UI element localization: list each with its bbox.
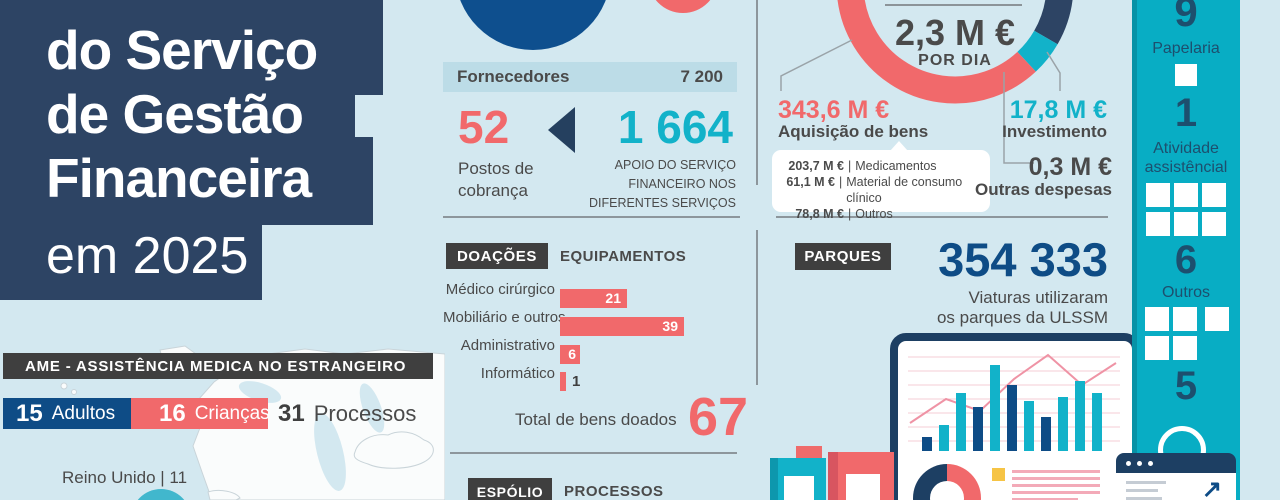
title-year: em 2025 <box>46 227 249 285</box>
sidebar-atividade-value: 6 <box>1174 238 1198 282</box>
breakdown-value: 78,8 M € <box>795 207 844 221</box>
sidebar-top-value: 9 <box>1174 0 1198 35</box>
donation-bar: 21 <box>560 289 627 308</box>
donut-center-label: POR DIA <box>918 52 992 69</box>
acquisition-breakdown-box: 203,7 M € | Medicamentos 61,1 M € | Mate… <box>772 141 990 221</box>
donut-center-value: 2,3 M € <box>894 12 1016 53</box>
other-expenses-value: 0,3 M € <box>1028 153 1112 181</box>
divider <box>443 216 740 218</box>
donation-row-label: Mobiliário e outros <box>443 309 566 326</box>
outros-pictogram <box>1132 307 1240 360</box>
postos-value: 52 <box>458 101 510 153</box>
fornecedores-band: Fornecedores 7 200 <box>443 62 737 92</box>
processos-heading: PROCESSOS <box>564 483 664 500</box>
parques-tag: PARQUES <box>795 243 891 270</box>
donation-bar-value: 1 <box>572 373 581 390</box>
ame-processes-label: Processos <box>313 400 417 426</box>
breakdown-separator: | <box>848 207 852 221</box>
ame-adults-label: Adultos <box>51 402 116 424</box>
acquisition-value: 343,6 M € <box>778 96 890 124</box>
fornecedores-value: 7 200 <box>680 67 723 86</box>
yellow-bullet-icon <box>992 468 1005 481</box>
ame-processes-value: 31 <box>278 399 305 427</box>
divider <box>756 0 758 185</box>
apoio-label: APOIO DO SERVIÇO FINANCEIRO NOS DIFERENT… <box>588 158 736 210</box>
donation-total-label: Total de bens doados <box>515 410 677 429</box>
parques-caption-line1: Viaturas utilizaram <box>968 288 1108 307</box>
trend-arrow-icon: ↗ <box>1201 476 1222 500</box>
other-expenses-label: Outras despesas <box>974 180 1112 199</box>
investment-label: Investimento <box>1002 122 1107 141</box>
donation-row-label: Informático <box>480 365 555 382</box>
breakdown-label: Material de consumo clínico <box>846 175 963 205</box>
divider <box>756 230 758 385</box>
papelaria-pictogram <box>1132 64 1240 91</box>
sidebar-atividade-label: Atividade assistêncial <box>1144 140 1228 176</box>
book-illustration <box>770 458 826 500</box>
breakdown-row: 203,7 M € | Medicamentos <box>778 158 980 174</box>
uk-map-marker <box>131 489 191 500</box>
title-panel-block <box>0 225 262 300</box>
sidebar-outros-value: 5 <box>1174 364 1198 408</box>
ame-processes: 31 Processos <box>278 398 416 429</box>
breakdown-value: 61,1 M € <box>786 175 835 189</box>
breakdown-row: 61,1 M € | Material de consumo clínico <box>778 174 980 206</box>
ame-heading: AME - ASSISTÊNCIA MEDICA NO ESTRANGEIRO <box>3 353 433 379</box>
europe-map <box>60 345 445 500</box>
parques-caption: Viaturas utilizaram os parques da ULSSM <box>923 288 1108 328</box>
title-line-1: do Serviço <box>46 19 318 81</box>
donation-bar: 39 <box>560 317 684 336</box>
ame-adults-value: 15 <box>16 399 43 427</box>
tablet-bar-chart <box>908 353 1120 451</box>
equipamentos-heading: EQUIPAMENTOS <box>560 248 687 265</box>
investment-value: 17,8 M € <box>1009 96 1107 124</box>
left-arrow-icon <box>548 107 575 153</box>
sidebar-papelaria-value: 1 <box>1174 91 1198 135</box>
sidebar-outros-label: Outros <box>1161 284 1210 301</box>
sidebar-papelaria-label: Papelaria <box>1152 40 1220 57</box>
donation-bar <box>560 372 566 391</box>
fornecedores-label: Fornecedores <box>457 67 570 86</box>
breakdown-label: Medicamentos <box>855 159 937 173</box>
ame-children-label: Crianças <box>194 402 270 424</box>
doacoes-tag: DOAÇÕES <box>446 243 548 269</box>
divider <box>776 216 1108 218</box>
donation-row-label: Médico cirúrgico <box>445 281 555 298</box>
book-illustration <box>796 446 822 460</box>
sidebar-content: 9 Papelaria 1 Atividade assistêncial 6 O… <box>1132 0 1240 406</box>
ame-children-value: 16 <box>159 399 186 427</box>
title-panel-block <box>0 137 373 225</box>
acquisition-label: Aquisição de bens <box>778 122 929 141</box>
donation-bar: 6 <box>560 345 580 364</box>
breakdown-label: Outros <box>855 207 893 221</box>
parques-value: 354 333 <box>938 233 1108 286</box>
speech-bubble-tail <box>890 141 908 151</box>
text-lines-illustration <box>1012 470 1100 500</box>
breakdown-value: 203,7 M € <box>788 159 844 173</box>
book-illustration <box>828 452 894 500</box>
breakdown-row: 78,8 M € | Outros <box>778 206 980 222</box>
breakdown-separator: | <box>838 175 843 189</box>
divider <box>450 452 737 454</box>
ame-uk-annotation: Reino Unido | 11 <box>62 468 188 487</box>
page-title: do Serviço de Gestão Financeira <box>46 18 318 210</box>
postos-label: Postos de cobrança <box>458 159 534 200</box>
espolio-tag: ESPÓLIO <box>468 478 552 500</box>
apoio-value: 1 664 <box>617 101 733 153</box>
title-panel-block <box>0 0 383 95</box>
breakdown-separator: | <box>848 159 852 173</box>
atividade-pictogram <box>1132 183 1240 236</box>
browser-card-illustration: ↗ <box>1116 453 1236 500</box>
donation-total-value: 67 <box>688 387 749 447</box>
title-line-2: de Gestão <box>46 83 304 145</box>
ame-adults-bar: 15 Adultos <box>3 398 131 429</box>
title-line-3: Financeira <box>46 147 312 209</box>
parques-caption-line2: os parques da ULSSM <box>936 308 1108 327</box>
title-panel-block <box>0 95 355 137</box>
donation-row-label: Administrativo <box>460 337 555 354</box>
ame-children-bar: 16 Crianças <box>131 398 270 429</box>
